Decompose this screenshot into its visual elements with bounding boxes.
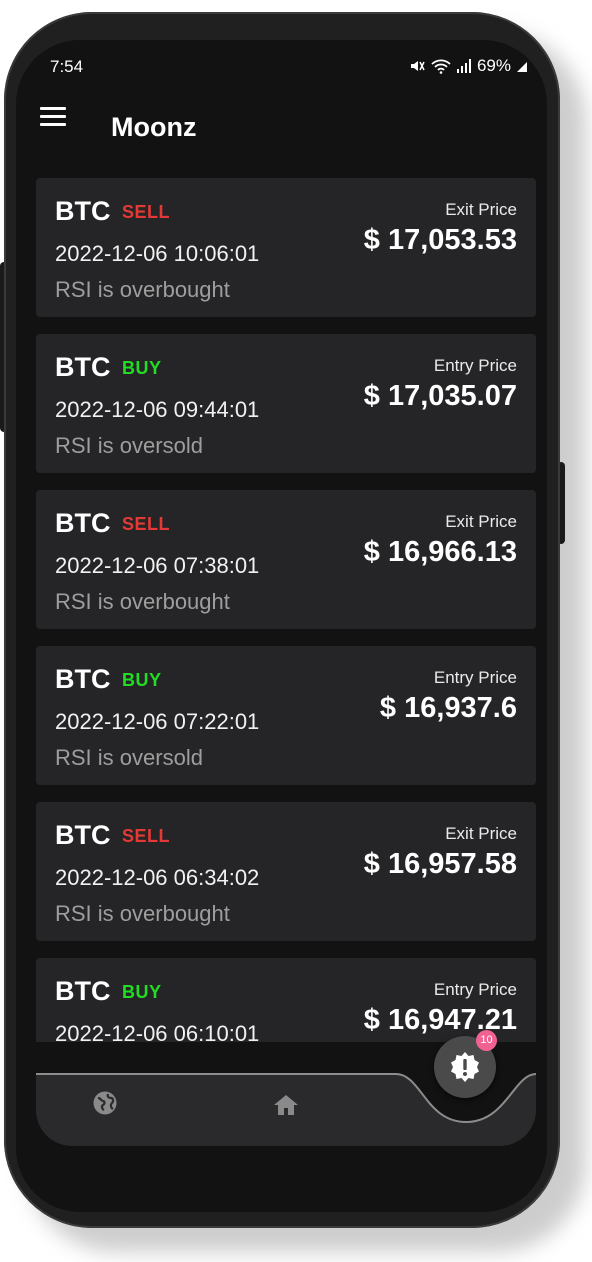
list-item[interactable]: BTC SELL 2022-12-06 10:06:01 RSI is over… bbox=[36, 178, 536, 317]
page-title: Moonz bbox=[111, 112, 197, 142]
signal-badge: SELL bbox=[122, 514, 171, 534]
list-item[interactable]: BTC SELL 2022-12-06 07:38:01 RSI is over… bbox=[36, 490, 536, 629]
price-label: Exit Price bbox=[445, 512, 517, 531]
price-label: Exit Price bbox=[445, 824, 517, 843]
signal-timestamp: 2022-12-06 06:34:02 bbox=[55, 865, 260, 890]
coin-symbol: BTC bbox=[55, 820, 111, 850]
status-time: 7:54 bbox=[50, 57, 84, 76]
bottom-nav-background bbox=[36, 1073, 536, 1146]
signal-badge: SELL bbox=[122, 826, 171, 846]
device-frame: 7:54 69% Moonz BTC SELL bbox=[4, 12, 560, 1228]
signal-badge: BUY bbox=[122, 982, 162, 1002]
coin-symbol: BTC bbox=[55, 664, 111, 694]
list-item[interactable]: BTC BUY 2022-12-06 07:22:01 RSI is overs… bbox=[36, 646, 536, 785]
signal-icon bbox=[456, 59, 471, 73]
signal-reason: RSI is overbought bbox=[55, 277, 230, 302]
signal-list[interactable]: BTC SELL 2022-12-06 10:06:01 RSI is over… bbox=[36, 178, 536, 1042]
signal-timestamp: 2022-12-06 09:44:01 bbox=[55, 397, 260, 422]
signal-timestamp: 2022-12-06 07:22:01 bbox=[55, 709, 260, 734]
signal-timestamp: 2022-12-06 06:10:01 bbox=[55, 1021, 260, 1042]
notification-badge: 10 bbox=[476, 1030, 497, 1051]
price-value: $ 17,035.07 bbox=[363, 380, 517, 412]
signal-reason: RSI is overbought bbox=[55, 901, 230, 926]
list-item[interactable]: BTC BUY 2022-12-06 06:10:01 Entry Price … bbox=[36, 958, 536, 1042]
price-value: $ 16,966.13 bbox=[363, 536, 517, 568]
coin-symbol: BTC bbox=[55, 352, 111, 382]
price-value: $ 16,947.21 bbox=[363, 1004, 517, 1036]
bottom-nav bbox=[36, 1070, 536, 1146]
screen: 7:54 69% Moonz BTC SELL bbox=[16, 40, 547, 1212]
coin-symbol: BTC bbox=[55, 976, 111, 1006]
signal-badge: BUY bbox=[122, 358, 162, 378]
price-label: Exit Price bbox=[445, 200, 517, 219]
price-label: Entry Price bbox=[433, 980, 517, 999]
device-power-button bbox=[557, 462, 565, 544]
battery-icon bbox=[517, 60, 527, 72]
signal-reason: RSI is oversold bbox=[55, 433, 203, 458]
wifi-icon bbox=[431, 58, 451, 74]
globe-icon[interactable] bbox=[92, 1090, 118, 1121]
battery-level: 69% bbox=[476, 56, 511, 75]
price-value: $ 16,957.58 bbox=[363, 848, 517, 880]
signal-timestamp: 2022-12-06 07:38:01 bbox=[55, 553, 260, 578]
list-item[interactable]: BTC BUY 2022-12-06 09:44:01 RSI is overs… bbox=[36, 334, 536, 473]
price-label: Entry Price bbox=[433, 668, 517, 687]
price-value: $ 17,053.53 bbox=[363, 224, 517, 256]
signal-reason: RSI is overbought bbox=[55, 589, 230, 614]
menu-icon[interactable] bbox=[40, 107, 66, 129]
coin-symbol: BTC bbox=[55, 196, 111, 226]
coin-symbol: BTC bbox=[55, 508, 111, 538]
mute-icon bbox=[409, 58, 425, 74]
signal-timestamp: 2022-12-06 10:06:01 bbox=[55, 241, 260, 266]
signal-badge: BUY bbox=[122, 670, 162, 690]
price-value: $ 16,937.6 bbox=[379, 692, 517, 724]
alert-icon bbox=[451, 1052, 479, 1082]
list-item[interactable]: BTC SELL 2022-12-06 06:34:02 RSI is over… bbox=[36, 802, 536, 941]
status-icons: 69% bbox=[409, 56, 527, 76]
home-icon[interactable] bbox=[273, 1093, 299, 1122]
price-label: Entry Price bbox=[433, 356, 517, 375]
signal-reason: RSI is oversold bbox=[55, 745, 203, 770]
signal-badge: SELL bbox=[122, 202, 171, 222]
